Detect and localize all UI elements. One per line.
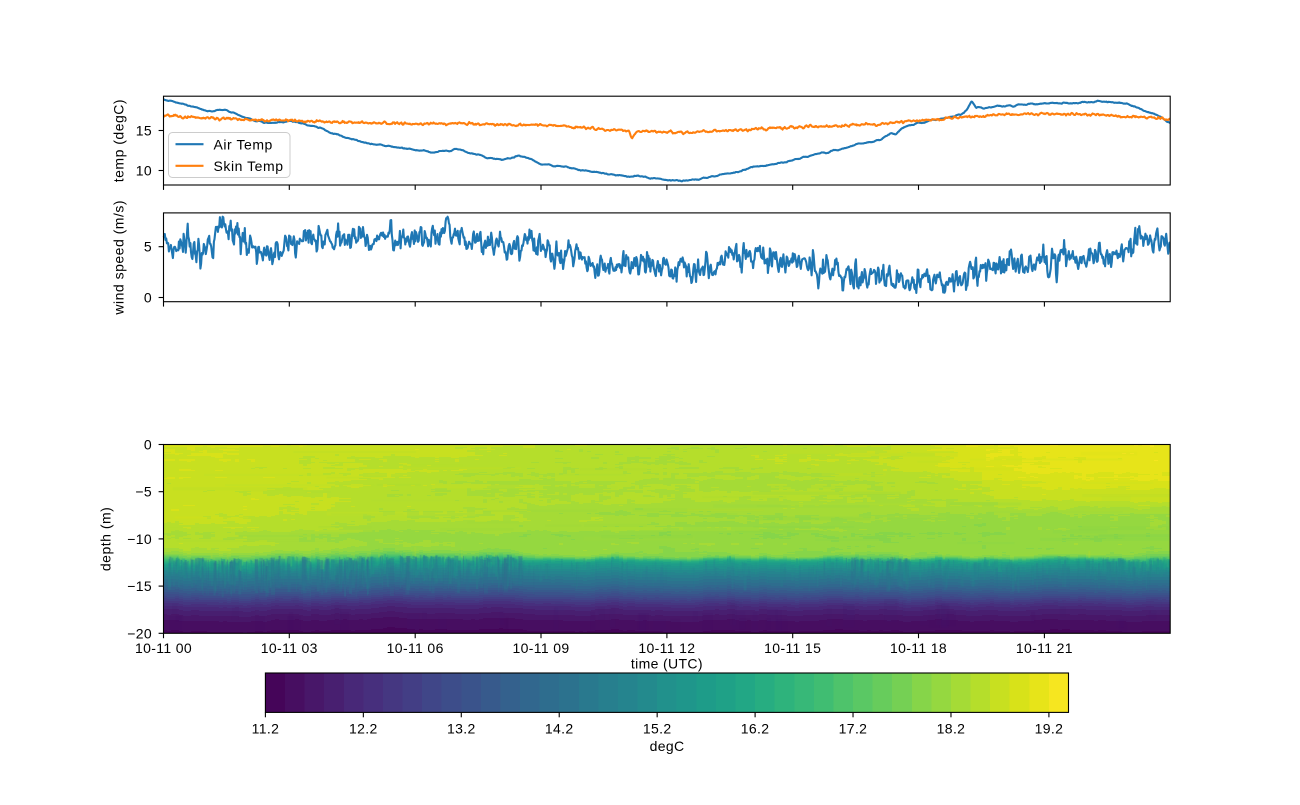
svg-text:−20: −20 bbox=[127, 625, 152, 641]
svg-text:depth (m): depth (m) bbox=[98, 507, 114, 571]
svg-text:15: 15 bbox=[136, 123, 152, 139]
svg-text:−10: −10 bbox=[127, 531, 152, 547]
svg-text:10-11 18: 10-11 18 bbox=[890, 640, 947, 656]
svg-text:Skin Temp: Skin Temp bbox=[214, 158, 284, 174]
svg-text:18.2: 18.2 bbox=[937, 721, 966, 737]
svg-text:−15: −15 bbox=[127, 578, 152, 594]
svg-text:10-11 21: 10-11 21 bbox=[1016, 640, 1073, 656]
svg-text:Air Temp: Air Temp bbox=[214, 136, 273, 152]
svg-text:15.2: 15.2 bbox=[643, 721, 672, 737]
svg-text:degC: degC bbox=[650, 738, 685, 754]
svg-text:17.2: 17.2 bbox=[839, 721, 868, 737]
svg-text:16.2: 16.2 bbox=[741, 721, 770, 737]
svg-text:19.2: 19.2 bbox=[1035, 721, 1064, 737]
svg-text:0: 0 bbox=[144, 290, 152, 306]
svg-text:11.2: 11.2 bbox=[252, 721, 280, 737]
svg-text:12.2: 12.2 bbox=[349, 721, 378, 737]
svg-text:time (UTC): time (UTC) bbox=[631, 656, 703, 672]
svg-text:5: 5 bbox=[144, 239, 152, 255]
svg-text:10-11 06: 10-11 06 bbox=[387, 640, 444, 656]
svg-text:13.2: 13.2 bbox=[447, 721, 476, 737]
svg-text:10-11 09: 10-11 09 bbox=[512, 640, 569, 656]
svg-text:10-11 03: 10-11 03 bbox=[261, 640, 318, 656]
svg-text:−5: −5 bbox=[135, 484, 152, 500]
svg-text:wind speed (m/s): wind speed (m/s) bbox=[111, 200, 127, 316]
svg-text:10-11 12: 10-11 12 bbox=[638, 640, 695, 656]
svg-text:temp (degC): temp (degC) bbox=[111, 99, 127, 182]
svg-text:14.2: 14.2 bbox=[545, 721, 574, 737]
svg-text:10-11 00: 10-11 00 bbox=[135, 640, 192, 656]
svg-text:10-11 15: 10-11 15 bbox=[764, 640, 821, 656]
svg-text:10: 10 bbox=[136, 163, 152, 179]
svg-text:0: 0 bbox=[144, 437, 152, 453]
